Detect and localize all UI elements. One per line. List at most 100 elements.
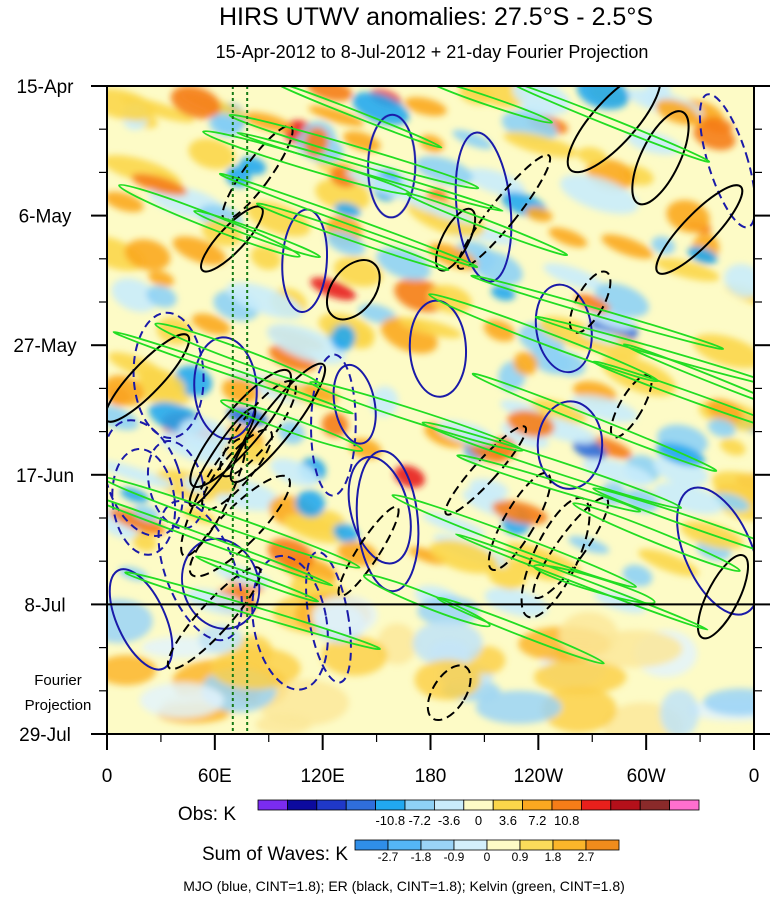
anomaly-cell	[107, 191, 144, 213]
anomaly-cell	[148, 270, 175, 287]
projection-cell	[412, 620, 483, 667]
mjo-contour	[111, 448, 177, 556]
colorbar-tick-label: -0.9	[444, 850, 465, 864]
anomaly-cell	[570, 395, 638, 423]
kelvin-contour	[405, 192, 569, 257]
kelvin-contour	[271, 86, 443, 149]
er-contour	[631, 110, 690, 206]
kelvin-contour	[622, 343, 754, 412]
colorbar-tick-label: 1.8	[545, 850, 562, 864]
er-contour	[188, 474, 292, 578]
colorbar-swatch	[486, 839, 521, 851]
mjo-contour	[355, 449, 420, 593]
colorbar-tick-label: -2.7	[378, 850, 399, 864]
kelvin-contour	[154, 322, 322, 387]
anomaly-cell	[720, 438, 746, 456]
projection-cell	[703, 688, 754, 716]
anomaly-cell	[491, 500, 548, 525]
waves-colorbar-label: Sum of Waves: K	[202, 844, 348, 865]
anomaly-cell	[131, 173, 188, 196]
anomaly-cell	[283, 514, 346, 544]
x-tick-label: 120E	[300, 766, 344, 787]
kelvin-contour	[193, 209, 321, 259]
colorbar-tick-label: 3.6	[499, 813, 517, 828]
anomaly-cell	[124, 239, 171, 271]
anomaly-cell	[572, 438, 607, 460]
anomaly-cell	[543, 263, 604, 291]
anomaly-cell	[308, 105, 365, 127]
kelvin-contour	[362, 573, 491, 628]
x-tick-label: 0	[102, 766, 113, 787]
projection-cell	[321, 635, 388, 676]
anomaly-cell	[108, 352, 165, 380]
colorbar-swatch	[551, 799, 582, 811]
waves-colorbar: -2.7 -1.8 -0.9 0 0.9 1.8 2.7	[354, 839, 620, 864]
anomaly-cell	[560, 174, 639, 214]
colorbar-swatch	[420, 839, 455, 851]
colorbar-swatch	[433, 799, 465, 811]
mjo-contour	[157, 499, 243, 642]
projection-cell	[107, 655, 157, 686]
projection-cell	[541, 686, 617, 733]
er-contour	[201, 428, 273, 511]
plot-area	[107, 86, 754, 734]
anomaly-cell	[471, 250, 523, 286]
projection-cell	[533, 659, 627, 695]
y-tick-label: 17-Jun	[16, 466, 74, 487]
anomaly-cell	[429, 539, 498, 574]
anomaly-cell	[333, 256, 383, 287]
mjo-contour	[305, 550, 352, 684]
anomaly-cell	[107, 405, 139, 431]
kelvin-contour	[107, 476, 361, 569]
anomaly-cell	[581, 328, 620, 344]
projection-cell	[257, 679, 349, 727]
reference-longitude-lines	[231, 86, 249, 734]
anomaly-cell	[221, 377, 260, 404]
colorbar-swatch	[387, 839, 422, 851]
anomaly-cell	[711, 471, 754, 511]
colorbar-swatch	[404, 799, 435, 811]
anomaly-cell	[107, 88, 156, 121]
projection-cell	[660, 689, 700, 734]
projection-cell	[210, 647, 301, 690]
colorbar-swatch	[639, 799, 671, 811]
colorbar-swatch	[585, 839, 620, 851]
mjo-contour	[181, 537, 261, 630]
anomaly-cell	[465, 168, 526, 197]
y-tick-label: 29-Jul	[19, 725, 71, 746]
anomaly-cell	[594, 590, 646, 614]
kelvin-contour	[424, 86, 553, 124]
anomaly-cell	[315, 178, 371, 211]
anomaly-cell	[484, 587, 548, 617]
mjo-contour	[367, 113, 417, 219]
kelvin-contour	[421, 421, 683, 510]
colorbar-swatch	[522, 799, 553, 811]
anomaly-cell	[577, 147, 608, 166]
anomaly-cell	[703, 117, 733, 134]
anomaly-cell	[600, 482, 627, 505]
colorbar-swatch	[453, 839, 488, 851]
anomaly-cell	[548, 227, 588, 248]
er-contour	[426, 664, 472, 722]
er-contour	[655, 184, 744, 275]
anomaly-cell	[582, 458, 654, 486]
anomaly-cell	[331, 324, 356, 352]
mjo-contour	[347, 455, 412, 565]
er-contour	[444, 425, 528, 516]
colorbar-swatch	[345, 799, 377, 811]
colorbar-tick-label: 10.8	[554, 813, 579, 828]
colorbar-swatch	[316, 799, 347, 811]
anomaly-cell	[707, 418, 736, 438]
projection-cell	[475, 690, 562, 724]
kelvin-contour	[592, 487, 754, 574]
er-contour	[107, 333, 191, 423]
colorbar-swatch	[375, 799, 406, 811]
anomaly-cell	[326, 231, 366, 256]
colorbar-tick-label: 0.9	[512, 850, 529, 864]
anomaly-cell	[310, 277, 356, 301]
x-tick-label: 120W	[514, 766, 564, 787]
anomaly-cell	[622, 564, 653, 587]
projection-label-line1: Fourier	[34, 672, 82, 689]
colorbar-tick-label: -3.6	[438, 813, 460, 828]
